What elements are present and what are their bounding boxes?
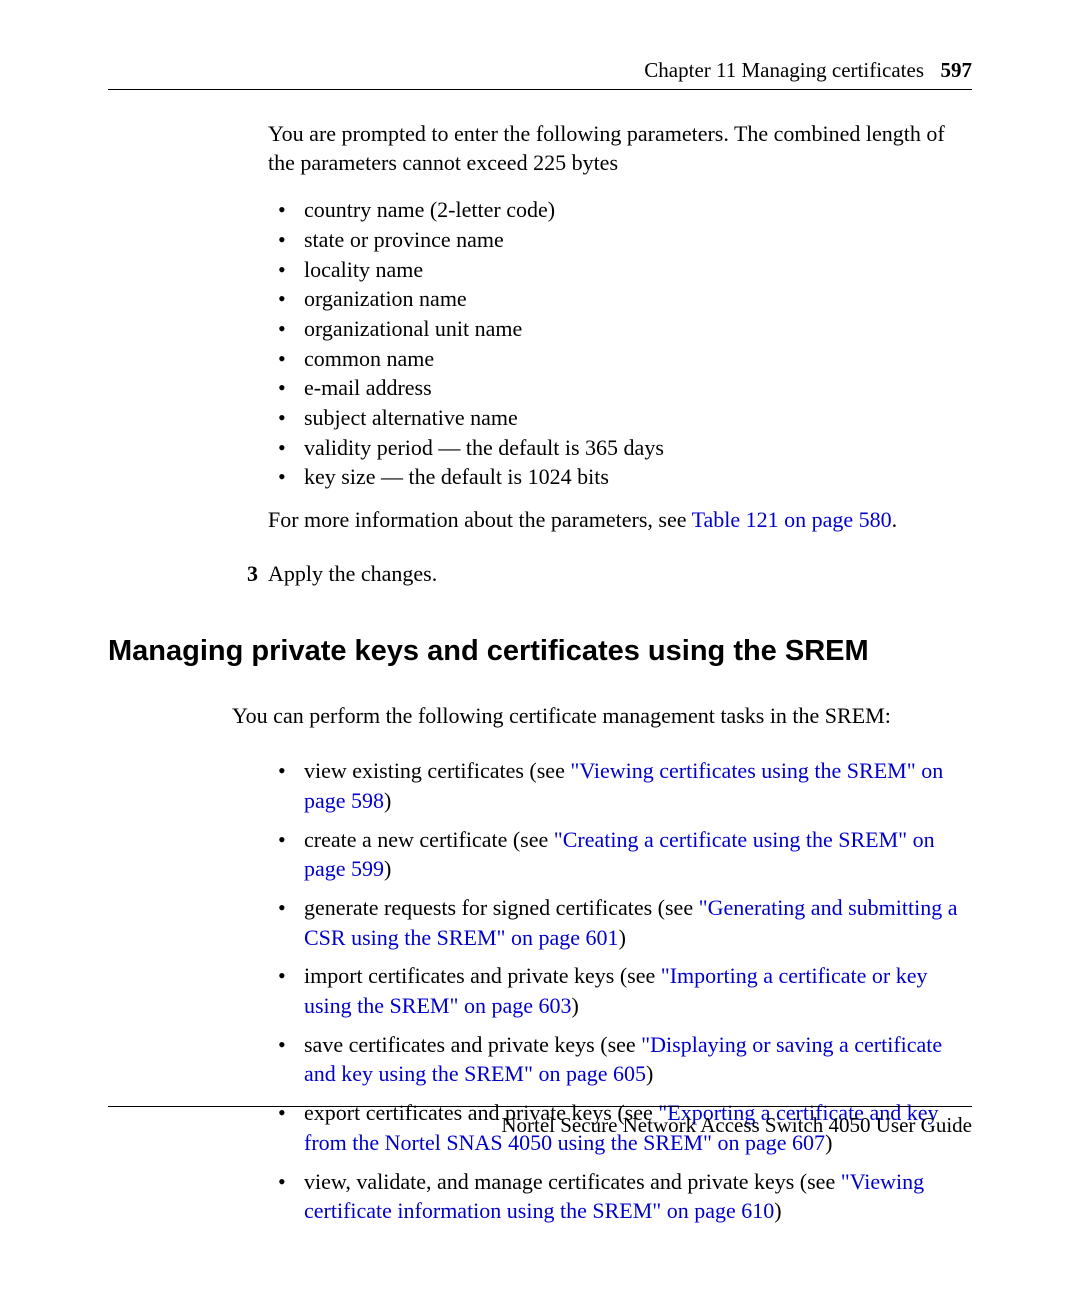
step-text: Apply the changes. — [268, 561, 972, 587]
more-info-prefix: For more information about the parameter… — [268, 507, 692, 532]
header-chapter: Chapter 11 Managing certificates — [644, 58, 924, 83]
section-intro: You can perform the following certificat… — [108, 702, 972, 731]
page-footer: Nortel Secure Network Access Switch 4050… — [108, 1106, 972, 1138]
parameter-list: country name (2-letter code) state or pr… — [268, 195, 972, 492]
list-item: view, validate, and manage certificates … — [268, 1167, 972, 1226]
page-header: Chapter 11 Managing certificates 597 — [108, 58, 972, 90]
task-prefix: view existing certificates (see — [304, 758, 570, 783]
list-item: view existing certificates (see "Viewing… — [268, 756, 972, 815]
task-list: view existing certificates (see "Viewing… — [268, 756, 972, 1226]
task-suffix: ) — [646, 1061, 653, 1086]
list-item: locality name — [268, 255, 972, 285]
step-number: 3 — [232, 561, 268, 587]
task-prefix: create a new certificate (see — [304, 827, 554, 852]
task-suffix: ) — [571, 993, 578, 1018]
task-prefix: generate requests for signed certificate… — [304, 895, 699, 920]
list-item: organization name — [268, 284, 972, 314]
list-item: organizational unit name — [268, 314, 972, 344]
list-item: common name — [268, 344, 972, 374]
task-suffix: ) — [384, 788, 391, 813]
list-item: key size — the default is 1024 bits — [268, 462, 972, 492]
section-heading: Managing private keys and certificates u… — [108, 635, 972, 668]
task-prefix: view, validate, and manage certificates … — [304, 1169, 841, 1194]
table-cross-ref-link[interactable]: Table 121 on page 580 — [692, 507, 892, 532]
list-item: save certificates and private keys (see … — [268, 1030, 972, 1089]
list-item: country name (2-letter code) — [268, 195, 972, 225]
intro-paragraph: You are prompted to enter the following … — [268, 120, 972, 177]
task-prefix: import certificates and private keys (se… — [304, 963, 661, 988]
list-item: state or province name — [268, 225, 972, 255]
header-page-number: 597 — [941, 58, 973, 83]
list-item: subject alternative name — [268, 403, 972, 433]
task-suffix: ) — [774, 1198, 781, 1223]
more-info-suffix: . — [892, 507, 898, 532]
task-suffix: ) — [384, 856, 391, 881]
list-item: import certificates and private keys (se… — [268, 961, 972, 1020]
list-item: generate requests for signed certificate… — [268, 893, 972, 952]
task-suffix: ) — [619, 925, 626, 950]
list-item: e-mail address — [268, 373, 972, 403]
task-prefix: save certificates and private keys (see — [304, 1032, 641, 1057]
list-item: validity period — the default is 365 day… — [268, 433, 972, 463]
step-3: 3 Apply the changes. — [108, 561, 972, 587]
more-info-paragraph: For more information about the parameter… — [268, 506, 972, 535]
list-item: create a new certificate (see "Creating … — [268, 825, 972, 884]
